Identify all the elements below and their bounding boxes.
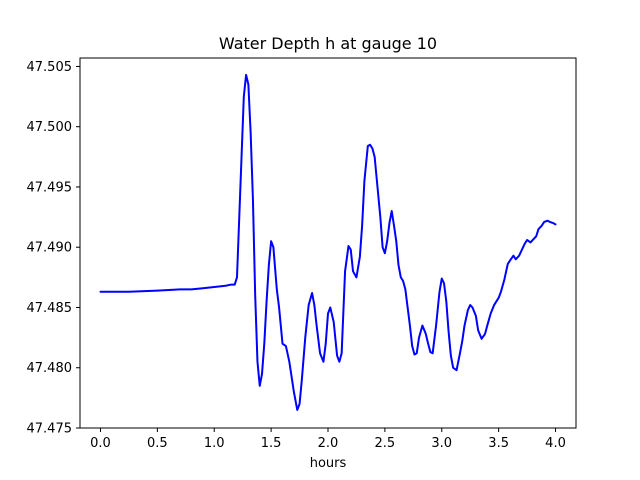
- x-tick-label: 4.0: [545, 436, 566, 451]
- y-tick-label: 47.490: [27, 241, 73, 256]
- x-tick-label: 1.0: [204, 436, 225, 451]
- x-axis-label: hours: [310, 456, 347, 471]
- y-tick-label: 47.485: [27, 301, 73, 316]
- y-tick-label: 47.480: [27, 361, 73, 376]
- x-tick-label: 2.5: [375, 436, 396, 451]
- x-tick-label: 0.5: [147, 436, 168, 451]
- x-tick-label: 3.5: [488, 436, 509, 451]
- series-line: [99, 73, 557, 411]
- x-tick-label: 0.0: [90, 436, 111, 451]
- chart-title: Water Depth h at gauge 10: [219, 34, 437, 53]
- y-tick-label: 47.475: [27, 422, 73, 437]
- y-tick-label: 47.505: [27, 60, 73, 75]
- y-axis: 47.475 47.480 47.485 47.490 47.495 47.500 47.5…: [27, 60, 80, 437]
- x-tick-label: 1.5: [261, 436, 282, 451]
- plot-area: [99, 73, 557, 411]
- x-axis: 0.0 0.5 1.0 1.5 2.0 2.5 3.0 3.5 4.0: [90, 428, 566, 451]
- y-tick-label: 47.495: [27, 180, 73, 195]
- y-tick-label: 47.500: [27, 120, 73, 135]
- x-tick-label: 2.0: [318, 436, 339, 451]
- plot-frame: [79, 57, 577, 429]
- x-tick-label: 3.0: [431, 436, 452, 451]
